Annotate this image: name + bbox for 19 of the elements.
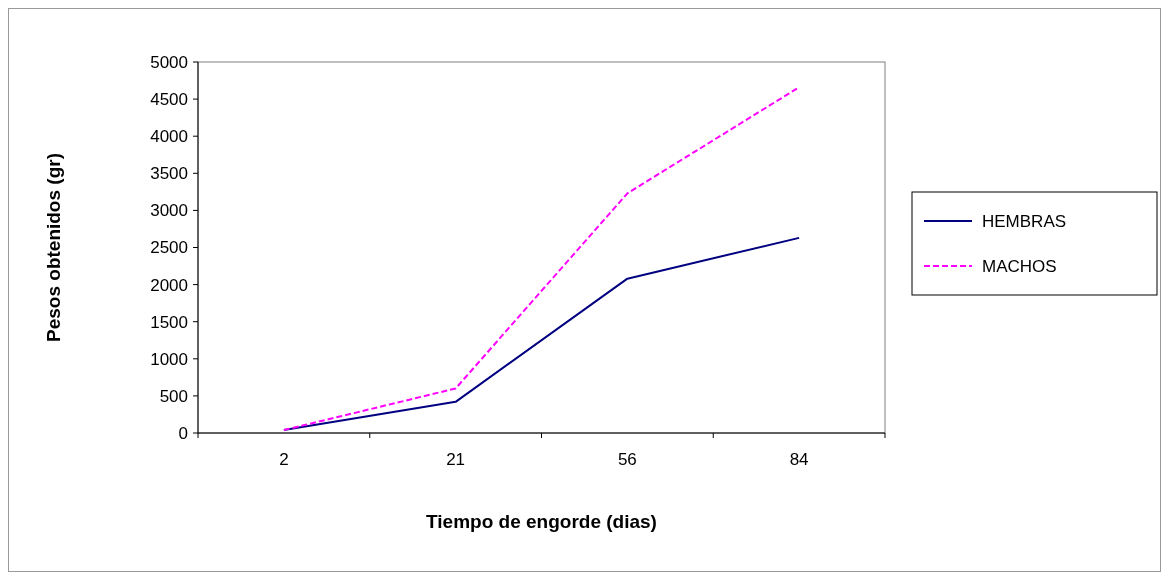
x-axis-title: Tiempo de engorde (dias) bbox=[426, 511, 657, 532]
y-tick-label: 5000 bbox=[150, 52, 188, 72]
y-tick-label: 1000 bbox=[150, 349, 188, 369]
x-tick-label: 21 bbox=[446, 450, 466, 469]
legend-label: MACHOS bbox=[982, 256, 1057, 276]
y-tick-label: 500 bbox=[159, 386, 188, 406]
legend-label: HEMBRAS bbox=[982, 211, 1067, 231]
y-axis-title: Pesos obtenidos (gr) bbox=[43, 153, 64, 342]
y-tick-label: 4000 bbox=[150, 127, 188, 147]
y-tick-label: 3000 bbox=[150, 201, 188, 221]
x-tick-label: 2 bbox=[279, 450, 289, 469]
x-tick-label: 56 bbox=[617, 450, 637, 469]
y-tick-label: 2000 bbox=[150, 275, 188, 295]
x-tick-label: 84 bbox=[789, 450, 809, 469]
y-tick-label: 2500 bbox=[150, 238, 188, 258]
y-tick-label: 3500 bbox=[150, 164, 188, 184]
y-tick-label: 0 bbox=[178, 423, 188, 443]
y-tick-label: 4500 bbox=[150, 90, 188, 110]
y-tick-label: 1500 bbox=[150, 312, 188, 332]
